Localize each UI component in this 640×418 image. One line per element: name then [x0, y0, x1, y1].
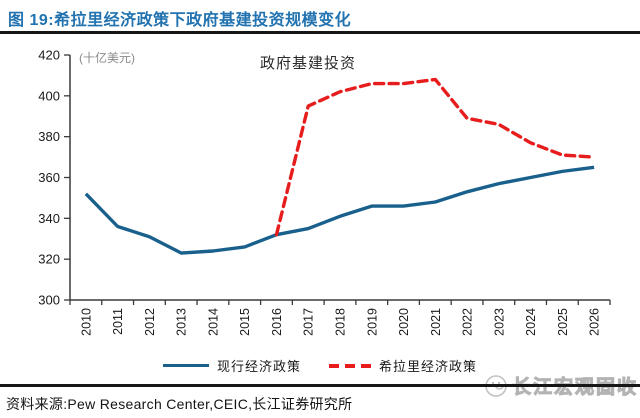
x-axis-label: 2025: [556, 308, 570, 336]
legend-label: 希拉里经济政策: [379, 359, 478, 374]
current-policy-line: [84, 165, 595, 255]
x-axis-label: 2018: [334, 308, 348, 336]
x-axis-label: 2019: [365, 308, 379, 336]
y-axis-label: 380: [38, 129, 60, 144]
legend-item-hillary-policy: 希拉里经济政策: [329, 356, 477, 375]
hillary-policy-line: [274, 77, 596, 237]
title-divider: [0, 31, 640, 34]
x-axis-label: 2015: [238, 308, 252, 336]
watermark-text: 长江宏观固收: [511, 377, 638, 399]
y-axis-label: 300: [38, 293, 60, 308]
y-axis-unit-label: (十亿美元): [79, 51, 135, 65]
x-axis-label: 2014: [206, 308, 220, 336]
y-axis-label: 360: [38, 170, 60, 185]
x-axis-label: 2020: [397, 308, 411, 336]
legend-label: 现行经济政策: [216, 359, 301, 374]
x-axis-label: 2013: [175, 308, 189, 336]
y-axis-label: 340: [38, 211, 60, 226]
x-axis-label: 2011: [111, 308, 125, 335]
footer-divider: [0, 384, 640, 387]
y-axis-label: 420: [38, 48, 60, 63]
solid-line-swatch: [162, 364, 209, 367]
y-axis-label: 320: [38, 252, 60, 267]
x-axis-label: 2016: [270, 308, 284, 336]
legend-item-current-policy: 现行经济政策: [162, 356, 301, 375]
x-axis-label: 2017: [302, 308, 316, 336]
chart-annotation: 政府基建投资: [260, 55, 357, 72]
x-axis-label: 2026: [588, 308, 602, 336]
y-axis-label: 400: [38, 88, 60, 103]
x-axis-label: 2024: [524, 308, 538, 336]
x-axis-label: 2023: [492, 308, 506, 336]
dashed-line-swatch: [329, 363, 371, 368]
x-axis-label: 2010: [79, 308, 93, 336]
x-axis-label: 2022: [461, 308, 475, 336]
figure-title: 图 19:希拉里经济政策下政府基建投资规模变化: [8, 12, 352, 29]
x-axis-label: 2012: [143, 308, 157, 336]
x-axis-label: 2021: [429, 308, 443, 336]
chart-legend: 现行经济政策 希拉里经济政策: [0, 356, 640, 375]
data-source-note: 资料来源:Pew Research Center,CEIC,长江证券研究所: [6, 396, 353, 412]
